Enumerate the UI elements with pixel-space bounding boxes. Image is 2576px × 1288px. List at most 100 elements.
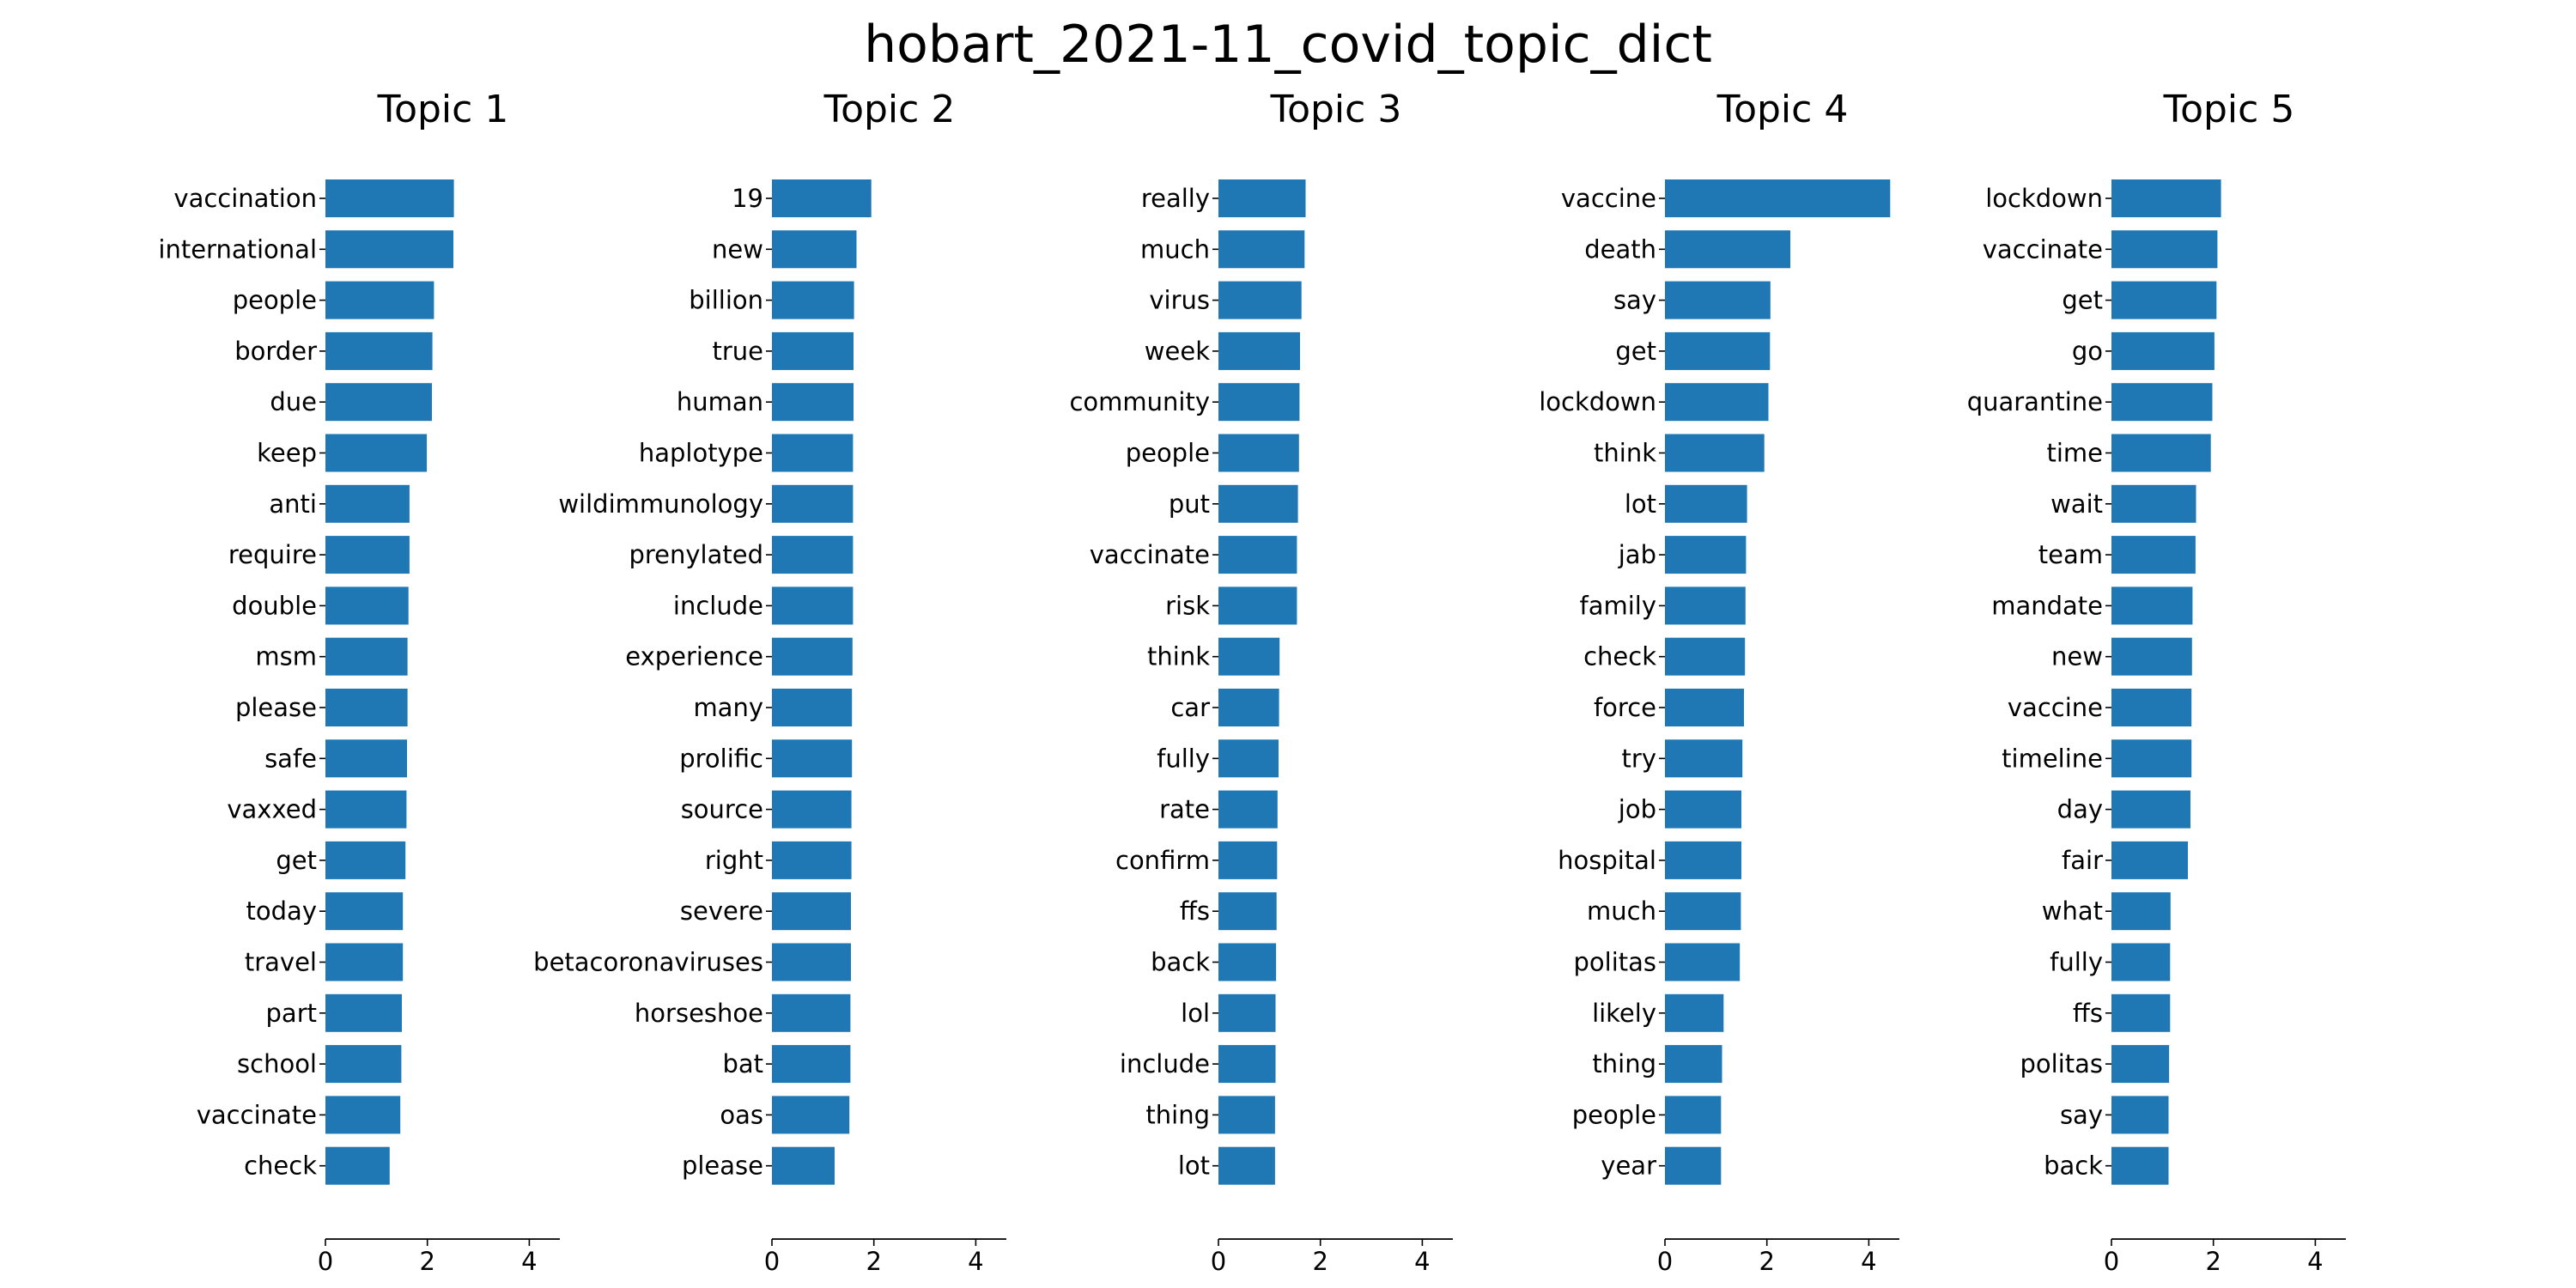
panel-title: Topic 3	[1270, 88, 1402, 131]
category-label: think	[1594, 439, 1656, 468]
category-label: wait	[2050, 489, 2103, 519]
category-label: lot	[1625, 489, 1656, 519]
category-label: say	[1613, 286, 1656, 315]
bar-source	[772, 790, 852, 829]
bar-think	[1218, 637, 1280, 676]
bar-horseshoe	[772, 993, 851, 1032]
bar-today	[325, 892, 404, 931]
category-label: community	[1069, 387, 1210, 416]
category-label: require	[228, 540, 317, 569]
category-label: check	[1583, 642, 1656, 671]
category-label: rate	[1159, 795, 1210, 824]
bar-many	[772, 689, 853, 726]
category-label: get	[276, 846, 317, 875]
bar-check	[325, 1146, 390, 1185]
bar-vaccination	[325, 179, 454, 217]
bar-keep	[325, 434, 428, 472]
category-label: people	[1572, 1100, 1656, 1129]
panel-title: Topic 1	[377, 88, 509, 131]
category-label: go	[2072, 337, 2103, 366]
bar-include	[1218, 1045, 1276, 1084]
bar-car	[1218, 689, 1279, 726]
bar-people	[1665, 1096, 1722, 1134]
bar-lol	[1218, 993, 1276, 1032]
bar-anti	[325, 484, 410, 523]
category-label: travel	[245, 948, 317, 977]
bar-mandate	[2111, 586, 2193, 625]
category-label: lockdown	[1539, 387, 1656, 416]
category-label: prenylated	[629, 540, 763, 569]
category-label: people	[233, 286, 317, 315]
category-label: back	[2044, 1151, 2103, 1181]
category-label: right	[705, 846, 763, 875]
bar-wildimmunology	[772, 484, 854, 523]
bar-get	[325, 841, 406, 879]
bar-rate	[1218, 790, 1278, 829]
x-tick-label: 0	[2104, 1247, 2119, 1276]
bar-ffs	[2111, 993, 2171, 1032]
bar-msm	[325, 637, 408, 676]
bar-prenylated	[772, 536, 854, 574]
bar-family	[1665, 586, 1746, 625]
category-label: lot	[1178, 1151, 1210, 1181]
category-label: source	[681, 795, 763, 824]
category-label: anti	[269, 489, 317, 519]
category-label: timeline	[2002, 744, 2103, 773]
category-label: vaccinate	[197, 1100, 317, 1129]
bar-timeline	[2111, 739, 2192, 778]
figure-title: hobart_2021-11_covid_topic_dict	[864, 15, 1712, 75]
category-label: vaccinate	[1090, 540, 1210, 569]
category-label: car	[1170, 693, 1210, 722]
category-label: keep	[257, 439, 317, 468]
category-label: job	[1618, 795, 1656, 824]
bar-border	[325, 331, 433, 370]
category-label: thing	[1145, 1100, 1210, 1129]
category-label: risk	[1165, 591, 1210, 620]
bar-lockdown	[1665, 383, 1769, 422]
x-tick-label: 2	[419, 1247, 434, 1276]
bar-bat	[772, 1045, 851, 1084]
category-label: experience	[625, 642, 763, 671]
category-label: check	[244, 1151, 317, 1181]
bar-wait	[2111, 484, 2196, 523]
bar-vaccinate	[325, 1096, 401, 1134]
bar-experience	[772, 637, 853, 676]
category-label: vaccine	[1561, 184, 1656, 213]
bar-much	[1218, 230, 1305, 269]
category-label: vaccination	[173, 184, 317, 213]
topic-panel-2: Topic 2 19 new billion true human haplotype wil…	[533, 88, 1006, 1276]
category-label: today	[246, 896, 317, 926]
category-label: vaccine	[2008, 693, 2103, 722]
bar-prolific	[772, 739, 853, 778]
x-tick-label: 0	[1211, 1247, 1226, 1276]
category-label: new	[2051, 642, 2103, 671]
bar-hospital	[1665, 841, 1741, 879]
category-label: fair	[2062, 846, 2103, 875]
bar-vaxxed	[325, 790, 407, 829]
topic-panel-4: Topic 4 vaccine death say get lockdown think lo…	[1539, 88, 1899, 1276]
category-label: put	[1169, 489, 1210, 519]
category-label: think	[1147, 642, 1210, 671]
bar-lot	[1665, 484, 1747, 523]
bar-time	[2111, 434, 2211, 472]
bar-right	[772, 841, 852, 879]
category-label: vaxxed	[227, 795, 317, 824]
bar-safe	[325, 739, 407, 778]
x-tick-label: 2	[1759, 1247, 1774, 1276]
category-label: year	[1601, 1151, 1656, 1181]
bar-much	[1665, 892, 1741, 931]
category-label: please	[235, 693, 317, 722]
bar-think	[1665, 434, 1765, 472]
category-label: lockdown	[1985, 184, 2103, 213]
category-label: jab	[1618, 540, 1656, 569]
category-label: virus	[1149, 286, 1210, 315]
bar-oas	[772, 1096, 850, 1134]
x-tick-label: 0	[1657, 1247, 1673, 1276]
bar-include	[772, 586, 854, 625]
category-label: human	[677, 387, 763, 416]
category-label: back	[1151, 948, 1210, 977]
category-label: really	[1141, 184, 1210, 213]
bar-19	[772, 179, 872, 217]
bar-risk	[1218, 586, 1297, 625]
bar-lockdown	[2111, 179, 2221, 217]
